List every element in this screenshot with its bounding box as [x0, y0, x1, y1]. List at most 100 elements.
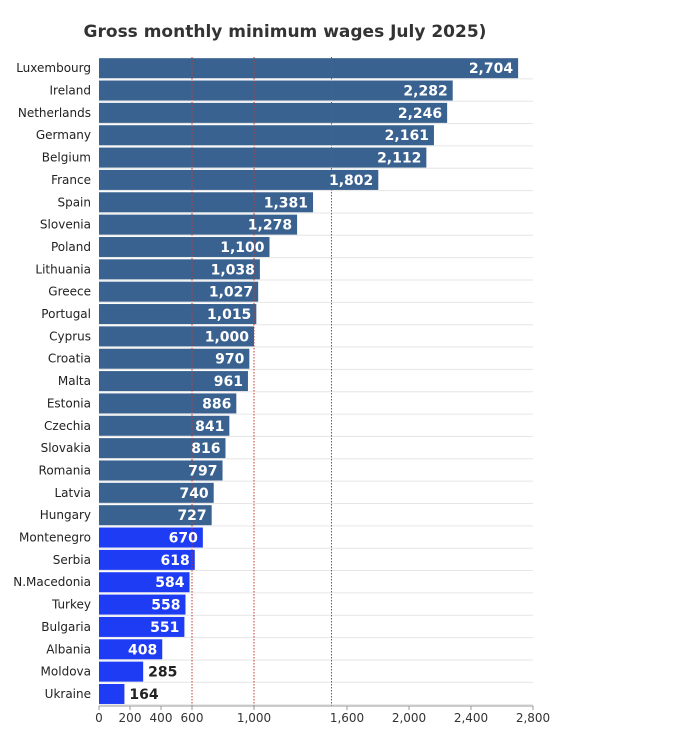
bar: [99, 371, 248, 392]
x-tick-label: 1,000: [237, 711, 271, 725]
category-label: Ukraine: [45, 687, 91, 701]
category-label: Portugal: [41, 307, 91, 321]
bar: [99, 102, 448, 123]
data-label: 164: [129, 687, 158, 703]
bar: [99, 415, 230, 436]
x-tick-label: 400: [150, 711, 173, 725]
bar: [99, 348, 250, 369]
category-label: Slovenia: [40, 218, 91, 232]
category-label: Cyprus: [49, 329, 91, 343]
data-label: 970: [215, 352, 244, 368]
bar: [99, 58, 519, 79]
bar: [99, 192, 314, 213]
reference-lines: [191, 57, 332, 706]
category-label: Netherlands: [18, 106, 91, 120]
x-tick-label: 2,800: [516, 711, 550, 725]
category-label: Belgium: [42, 151, 91, 165]
bar: [99, 326, 254, 347]
category-label: Albania: [46, 642, 91, 656]
data-label: 1,100: [220, 240, 265, 256]
data-label: 2,704: [469, 61, 514, 77]
category-label: Malta: [58, 374, 91, 388]
data-label: 2,161: [385, 128, 429, 144]
data-label: 1,027: [209, 285, 253, 301]
x-tick-label: 200: [119, 711, 142, 725]
data-label: 1,278: [248, 218, 292, 234]
category-label: Hungary: [40, 508, 91, 522]
category-label: Serbia: [53, 553, 91, 567]
data-label: 816: [191, 441, 220, 457]
data-label: 584: [155, 575, 184, 591]
bar: [99, 661, 144, 682]
data-label: 1,802: [329, 173, 373, 189]
bar: [99, 549, 195, 570]
data-label: 1,381: [264, 195, 308, 211]
category-labels: Luxembourg Ireland Netherlands Germany Belgi…: [13, 61, 91, 701]
category-label: Moldova: [41, 665, 91, 679]
data-label: 285: [148, 665, 177, 681]
data-label: 408: [128, 642, 157, 658]
x-tick-label: 0: [95, 711, 103, 725]
data-label: 797: [188, 463, 217, 479]
category-label: Turkey: [51, 598, 91, 612]
bar: [99, 527, 203, 548]
data-label: 1,015: [207, 307, 251, 323]
data-label: 618: [161, 553, 190, 569]
category-label: Slovakia: [41, 441, 91, 455]
bar: [99, 572, 190, 593]
x-tick-label: 2,400: [454, 711, 488, 725]
data-label: 2,112: [377, 151, 421, 167]
bar: [99, 147, 427, 168]
category-label: N.Macedonia: [13, 575, 91, 589]
bar: [99, 236, 270, 257]
data-label: 551: [150, 620, 179, 636]
data-label: 961: [214, 374, 243, 390]
bar: [99, 438, 226, 459]
bar: [99, 482, 214, 503]
category-label: Ireland: [49, 84, 91, 98]
bar: [99, 505, 212, 526]
data-label: 841: [195, 419, 224, 435]
data-label: 740: [179, 486, 208, 502]
data-label: 2,246: [398, 106, 442, 122]
gridlines: [99, 78, 533, 706]
data-label: 1,000: [205, 329, 250, 345]
category-label: Croatia: [48, 352, 91, 366]
data-label: 727: [177, 508, 206, 524]
data-label: 886: [202, 396, 231, 412]
bar: [99, 639, 163, 660]
category-label: Spain: [57, 195, 91, 209]
category-label: Luxembourg: [16, 61, 91, 75]
bar: [99, 304, 257, 325]
bar: [99, 683, 125, 704]
data-label: 670: [169, 531, 198, 547]
bar: [99, 125, 434, 146]
category-label: Bulgaria: [41, 620, 91, 634]
x-tick-label: 2,000: [392, 711, 426, 725]
bars: [99, 58, 519, 704]
category-label: Estonia: [47, 396, 91, 410]
category-label: Czechia: [44, 419, 91, 433]
category-label: Poland: [51, 240, 91, 254]
x-axis: 0 200 400 600 1,000 1,600 2,000 2,400 2,800: [95, 705, 550, 725]
bar: [99, 616, 185, 637]
x-tick-label: 600: [181, 711, 204, 725]
bar: [99, 259, 260, 280]
bar: [99, 393, 237, 414]
category-label: Latvia: [54, 486, 91, 500]
bar: [99, 214, 298, 235]
bar: [99, 594, 186, 615]
data-label: 1,038: [211, 262, 255, 278]
category-label: Romania: [39, 463, 91, 477]
bar: [99, 281, 259, 302]
category-label: France: [51, 173, 91, 187]
category-label: Greece: [48, 285, 91, 299]
category-label: Lithuania: [35, 262, 91, 276]
category-label: Germany: [36, 128, 91, 142]
data-label: 2,282: [403, 84, 447, 100]
data-label: 558: [151, 598, 180, 614]
category-label: Montenegro: [19, 531, 91, 545]
chart-title: Gross monthly minimum wages July 2025): [83, 22, 487, 42]
